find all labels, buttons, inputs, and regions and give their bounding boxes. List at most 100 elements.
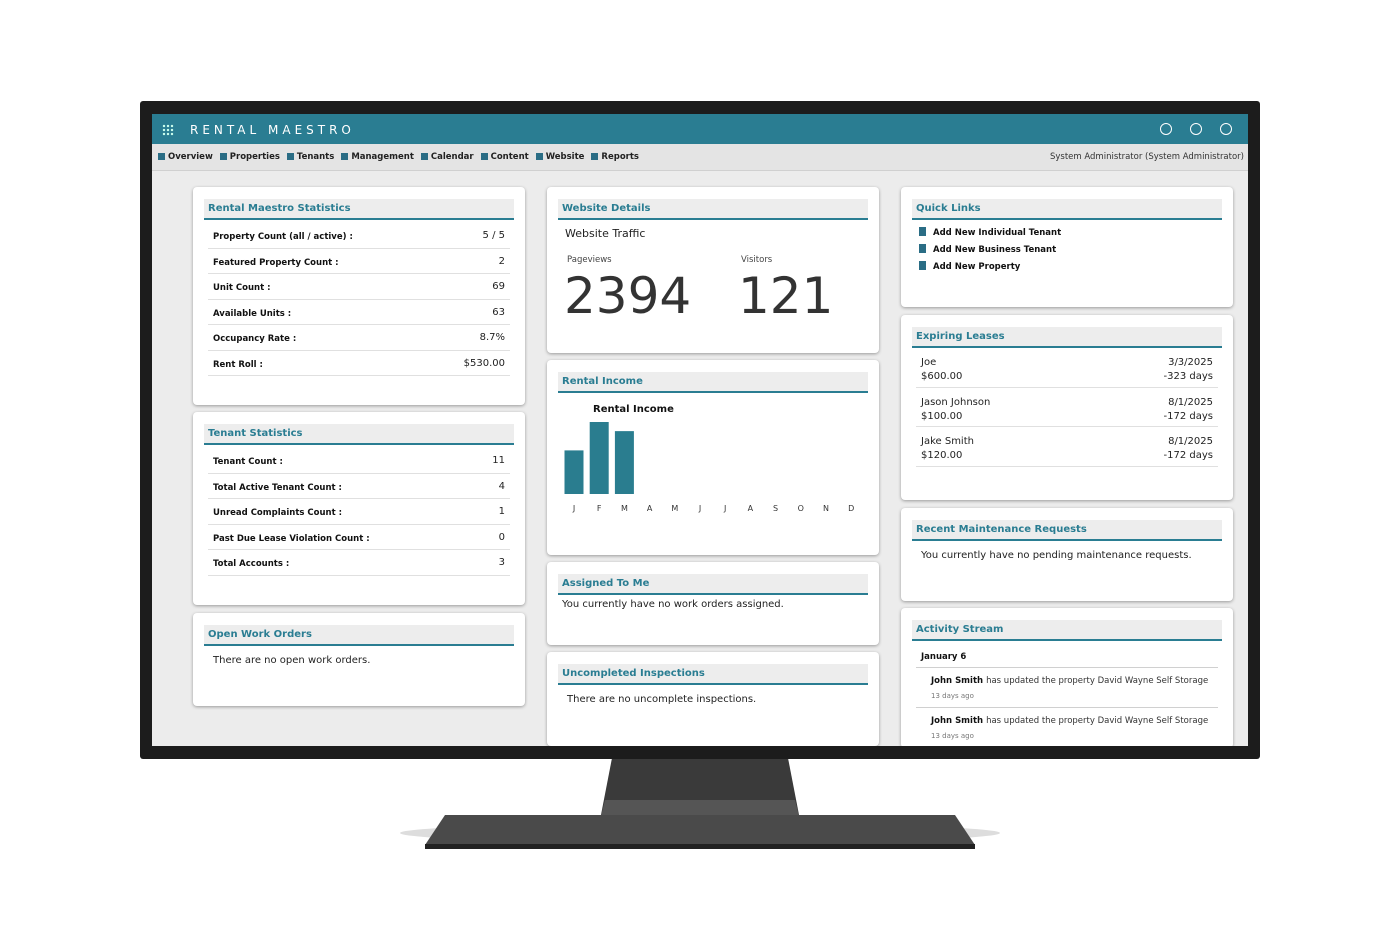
nav-item[interactable]: Content [481, 152, 529, 162]
stat-row: Rent Roll : $530.00 [208, 351, 510, 376]
panel: Tenant Statistics Tenant Count : 11 Total A… [193, 412, 525, 605]
activity-entry: John Smith has updated the property David… [916, 708, 1218, 747]
panel-title: Uncompleted Inspections [562, 668, 705, 679]
stat-value: 4 [498, 480, 505, 492]
stat-label: Past Due Lease Violation Count : [213, 533, 370, 544]
stat-label: Available Units : [213, 308, 292, 319]
nav-item[interactable]: Reports [591, 152, 639, 162]
help-icon[interactable] [1190, 123, 1202, 135]
metric-value: 2394 [564, 267, 692, 325]
date-label: January 6 [921, 652, 967, 662]
activity-text: has updated the property David Wayne Sel… [986, 676, 1209, 686]
lease-amount: $600.00 [921, 371, 963, 382]
panel: Assigned To Me You currently have no work… [547, 562, 879, 645]
stat-label: Featured Property Count : [213, 257, 339, 268]
lease-date: 8/1/2025 [1168, 436, 1213, 447]
quick-link[interactable]: Add New Business Tenant [919, 244, 1233, 261]
lease-row: Jason Johnson $100.00 8/1/2025 -172 days [916, 388, 1218, 427]
panel-title: Activity Stream [916, 624, 1004, 635]
empty-message: You currently have no pending maintenanc… [921, 550, 1192, 561]
activity-date: January 6 [916, 641, 1218, 668]
user-name[interactable]: System Administrator (System Administrat… [1049, 152, 1244, 162]
lease-row: Jake Smith $120.00 8/1/2025 -172 days [916, 427, 1218, 467]
top-bar: RENTAL MAESTRO [152, 114, 1248, 144]
chart-title: Rental Income [593, 404, 674, 415]
panel: Uncompleted Inspections There are no unco… [547, 652, 879, 746]
activity-text: has updated the property David Wayne Sel… [986, 715, 1209, 726]
stat-label: Property Count (all / active) : [213, 232, 353, 242]
language-icon[interactable] [1220, 123, 1232, 135]
panel: Recent Maintenance Requests You currently… [901, 508, 1233, 601]
x-tick-label: N [823, 504, 829, 513]
lease-amount: $120.00 [921, 450, 963, 461]
metric-value: 121 [738, 267, 834, 325]
stat-row: Unit Count : 69 [208, 274, 510, 300]
stat-value: 11 [492, 455, 505, 466]
panel-title: Website Details [562, 203, 651, 214]
lease-days: -172 days [1163, 410, 1213, 422]
stat-label: Tenant Count : [213, 457, 283, 467]
panel: Activity Stream January 6 John Smith has up… [901, 608, 1233, 746]
tenant-name: Joe [921, 357, 937, 368]
tenant-name: Jake Smith [921, 436, 974, 447]
panel-header: Rental Income [558, 372, 868, 393]
x-tick-label: J [723, 504, 726, 513]
panel-header: Rental Maestro Statistics [204, 199, 514, 220]
activity-entry: John Smith has updated the property David… [916, 668, 1218, 708]
lease-date: 3/3/2025 [1168, 357, 1213, 368]
empty-message: You currently have no work orders assign… [562, 599, 784, 610]
nav-item[interactable]: Calendar [421, 152, 474, 162]
panel: Expiring Leases Joe $600.00 3/3/2025 -323 da… [901, 315, 1233, 500]
stat-value: 63 [492, 306, 505, 318]
panel-header: Open Work Orders [204, 625, 514, 646]
lease-amount: $100.00 [921, 410, 963, 422]
x-tick-label: J [572, 504, 575, 513]
empty-message: There are no open work orders. [213, 655, 371, 666]
panel-header: Website Details [558, 199, 868, 220]
nav-bar: Overview Properties Tenants Management Calen… [152, 144, 1248, 171]
quick-link[interactable]: Add New Individual Tenant [919, 227, 1233, 244]
stat-value: 0 [498, 531, 505, 543]
panel-header: Activity Stream [912, 620, 1222, 641]
stat-row: Past Due Lease Violation Count : 0 [208, 525, 510, 550]
x-tick-label: D [848, 504, 854, 513]
tenant-name: Jason Johnson [921, 396, 991, 408]
stat-row: Total Accounts : 3 [208, 550, 510, 576]
activity-line: John Smith has updated the property David… [931, 716, 1208, 726]
nav-item[interactable]: Management [341, 152, 414, 162]
apps-menu[interactable] [162, 124, 174, 136]
panel-header: Quick Links [912, 199, 1222, 220]
stat-label: Occupancy Rate : [213, 334, 297, 344]
activity-time: 13 days ago [931, 731, 974, 740]
panel: Quick Links Add New Individual Tenant Add … [901, 187, 1233, 307]
quick-link[interactable]: Add New Property [919, 261, 1233, 278]
stat-row: Occupancy Rate : 8.7% [208, 325, 510, 351]
panel-title: Recent Maintenance Requests [916, 524, 1087, 535]
stat-label: Total Accounts : [213, 559, 290, 569]
x-tick-label: O [798, 504, 804, 513]
empty-message: There are no uncomplete inspections. [567, 694, 757, 705]
metric-label: Visitors [741, 255, 773, 265]
nav-item[interactable]: Overview [158, 152, 213, 162]
panel-title: Tenant Statistics [208, 428, 303, 439]
link-text: Add New Property [933, 262, 1021, 272]
stat-row: Featured Property Count : 2 [208, 249, 510, 274]
stat-label: Unread Complaints Count : [213, 508, 343, 518]
stat-value: 3 [498, 557, 505, 568]
panel-header: Assigned To Me [558, 574, 868, 595]
x-tick-label: A [647, 504, 653, 513]
panel-header: Tenant Statistics [204, 424, 514, 445]
nav-item[interactable]: Properties [220, 152, 280, 162]
nav-item[interactable]: Website [536, 152, 585, 162]
lease-days: -172 days [1163, 450, 1213, 461]
stat-value: 5 / 5 [482, 230, 505, 241]
panel-header: Recent Maintenance Requests [912, 520, 1222, 541]
nav-item[interactable]: Tenants [287, 152, 334, 162]
nav-items: Overview Properties Tenants Management Calen… [158, 152, 646, 162]
search-icon[interactable] [1160, 123, 1172, 135]
metric-label: Pageviews [567, 255, 612, 265]
panel: Rental Maestro Statistics Property Count … [193, 187, 525, 405]
panel-title: Quick Links [916, 203, 981, 214]
stat-value: 2 [498, 255, 505, 267]
